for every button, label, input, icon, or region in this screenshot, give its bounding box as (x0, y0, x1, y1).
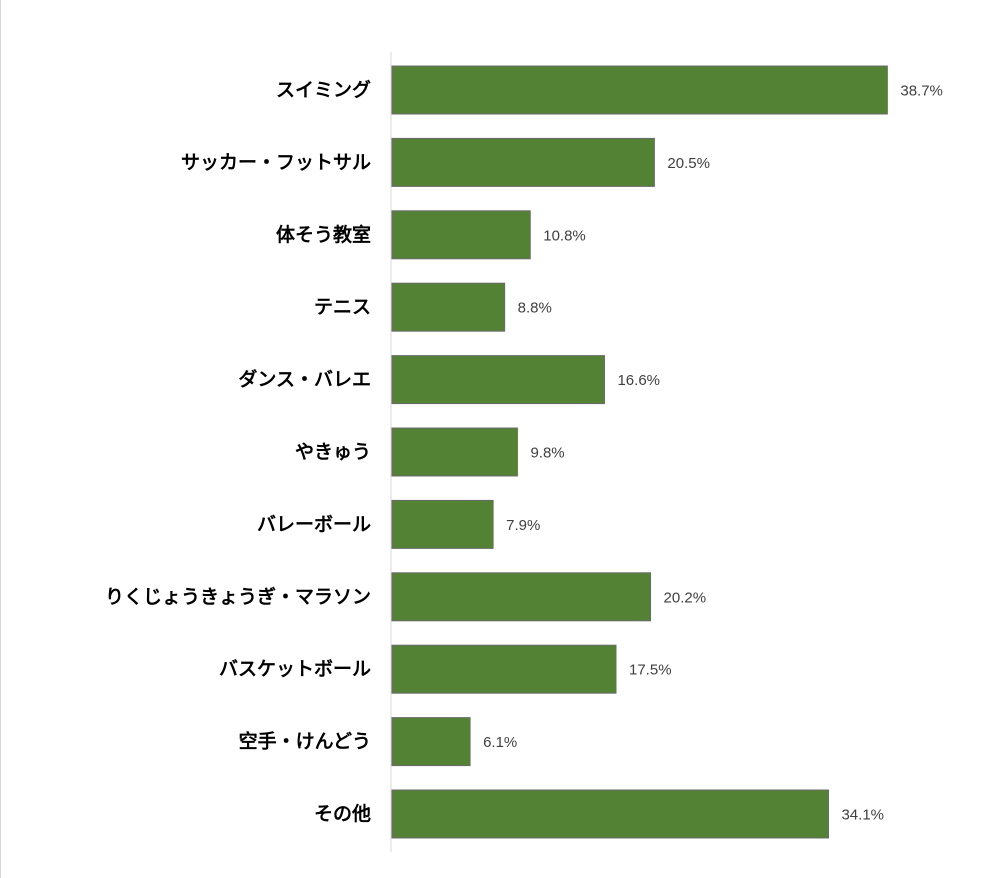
category-label: バレーボール (257, 513, 371, 535)
bar-7 (391, 572, 652, 622)
bar-2 (391, 210, 531, 260)
category-label: バスケットボール (219, 658, 371, 680)
category-label: その他 (314, 802, 371, 825)
bar-8 (391, 644, 617, 694)
category-label: やきゅう (295, 441, 371, 463)
category-label: ダンス・バレエ (238, 368, 371, 391)
bars-layer (391, 65, 888, 839)
data-label: 10.8% (543, 227, 586, 244)
data-label: 16.6% (617, 372, 660, 389)
data-label: 17.5% (629, 662, 672, 679)
bar-0 (391, 65, 888, 115)
bar-3 (391, 282, 506, 332)
bar-9 (391, 717, 471, 767)
category-label: 空手・けんどう (239, 730, 371, 753)
category-label: サッカー・フットサル (181, 151, 371, 173)
data-label: 20.5% (667, 155, 710, 172)
category-label: 体そう教室 (276, 223, 371, 246)
category-label: テニス (314, 296, 371, 318)
data-label: 38.7% (900, 83, 943, 100)
data-label: 34.1% (841, 807, 884, 824)
bar-10 (391, 789, 829, 839)
category-labels-layer: スイミングサッカー・フットサル体そう教室テニスダンス・バレエやきゅうバレーボール… (105, 78, 371, 825)
data-label: 20.2% (664, 589, 707, 606)
data-label: 6.1% (483, 734, 517, 751)
data-label: 7.9% (506, 517, 540, 534)
bar-5 (391, 427, 518, 477)
bar-4 (391, 355, 605, 405)
data-label: 8.8% (518, 300, 552, 317)
data-label: 9.8% (530, 445, 564, 462)
category-label: りくじょうきょうぎ・マラソン (105, 585, 371, 608)
bar-6 (391, 499, 494, 549)
category-label: スイミング (276, 78, 371, 101)
value-labels-layer: 38.7% 20.5% 10.8% 8.8% 16.6% 9.8% 7.9% 20.2% 17.… (483, 83, 943, 824)
bar-1 (391, 137, 655, 187)
